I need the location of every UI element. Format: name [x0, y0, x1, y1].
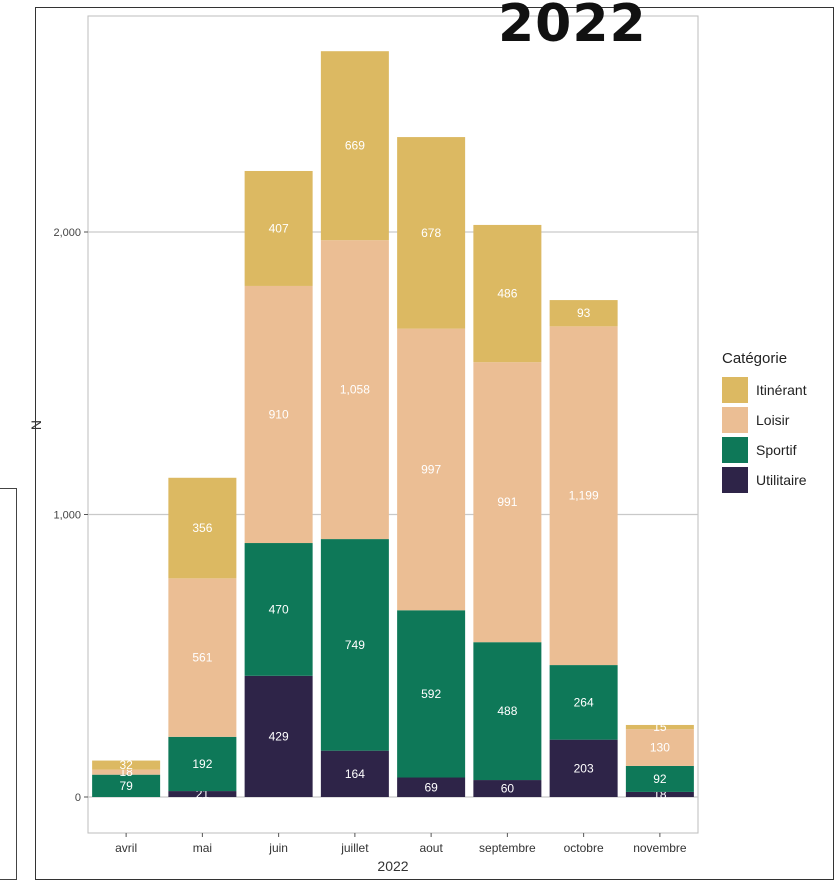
bar-segment [397, 328, 466, 611]
data-label: 678 [421, 226, 441, 240]
bar-segment [168, 477, 237, 579]
data-label: 60 [501, 782, 515, 796]
data-label: 470 [269, 602, 289, 616]
legend-item-utilitaire: Utilitaire [722, 465, 807, 495]
bar-segment [473, 362, 542, 643]
legend-item-loisir: Loisir [722, 405, 807, 435]
bar-segment [625, 729, 694, 766]
data-label: 429 [269, 729, 289, 743]
legend-swatch [722, 437, 748, 463]
x-tick-label: septembre [479, 841, 536, 855]
data-label: 910 [269, 407, 289, 421]
data-label: 15 [653, 720, 667, 734]
data-label: 130 [650, 741, 670, 755]
legend-swatch [722, 467, 748, 493]
legend-label: Utilitaire [756, 472, 807, 488]
bar-segment [320, 240, 389, 540]
legend-swatch [722, 377, 748, 403]
y-axis-title: N [28, 420, 44, 430]
bar-segment [625, 724, 694, 730]
data-label: 92 [653, 772, 667, 786]
data-label: 488 [497, 704, 517, 718]
bar-segment [92, 760, 161, 770]
data-label: 991 [497, 495, 517, 509]
bar-segment [168, 578, 237, 737]
bar-segment [397, 777, 466, 797]
y-tick-label: 2,000 [53, 227, 81, 239]
bar-segment [320, 51, 389, 241]
legend-label: Loisir [756, 412, 790, 428]
x-tick-label: mai [193, 841, 212, 855]
x-tick-label: juillet [340, 841, 369, 855]
y-tick-label: 1,000 [53, 510, 81, 522]
bar-segment [397, 610, 466, 778]
legend-label: Sportif [756, 442, 797, 458]
x-tick-label: novembre [633, 841, 687, 855]
data-label: 1,199 [569, 489, 599, 503]
bar-segment [320, 750, 389, 797]
x-tick-label: avril [115, 841, 137, 855]
legend-label: Itinérant [756, 382, 807, 398]
data-label: 79 [119, 779, 133, 793]
data-label: 69 [424, 780, 438, 794]
x-tick-label: aout [419, 841, 443, 855]
bar-segment [397, 137, 466, 329]
bar-segment [473, 642, 542, 781]
x-axis-title: 2022 [377, 858, 408, 874]
x-tick-label: octobre [564, 841, 604, 855]
data-label: 997 [421, 462, 441, 476]
data-label: 669 [345, 139, 365, 153]
bar-segment [320, 539, 389, 751]
bar-segment [244, 543, 313, 676]
data-label: 407 [269, 221, 289, 235]
data-label: 592 [421, 687, 441, 701]
data-label: 164 [345, 767, 365, 781]
legend-swatch [722, 407, 748, 433]
bar-segment [549, 300, 618, 327]
data-label: 749 [345, 638, 365, 652]
bar-segment [244, 285, 313, 544]
data-label: 561 [192, 651, 212, 665]
data-label: 356 [192, 521, 212, 535]
bar-segment [625, 765, 694, 792]
data-label: 1,058 [340, 383, 370, 397]
data-label: 32 [119, 758, 133, 772]
y-tick-label: 0 [75, 792, 81, 804]
legend-item-itinerant: Itinérant [722, 375, 807, 405]
bar-segment [168, 791, 237, 797]
bar-segment [549, 739, 618, 797]
data-label: 93 [577, 306, 591, 320]
bar-segment [549, 326, 618, 666]
legend-title: Catégorie [722, 350, 788, 367]
legend-item-sportif: Sportif [722, 435, 807, 465]
bar-segment [549, 665, 618, 740]
bar-segment [92, 774, 161, 797]
data-label: 264 [574, 695, 594, 709]
bar-segment [244, 675, 313, 797]
data-label: 203 [574, 761, 594, 775]
data-label: 192 [192, 757, 212, 771]
data-label: 486 [497, 287, 517, 301]
legend: Catégorie Itinérant Loisir Sportif Utili… [722, 350, 807, 495]
bar-segment [473, 224, 542, 363]
bar-segment [473, 780, 542, 797]
bar-segment [625, 791, 694, 797]
bar-segment [244, 170, 313, 286]
x-tick-label: juin [268, 841, 288, 855]
bar-segment [168, 736, 237, 792]
bar-segment [92, 769, 161, 775]
year-title: 2022 [498, 0, 647, 54]
